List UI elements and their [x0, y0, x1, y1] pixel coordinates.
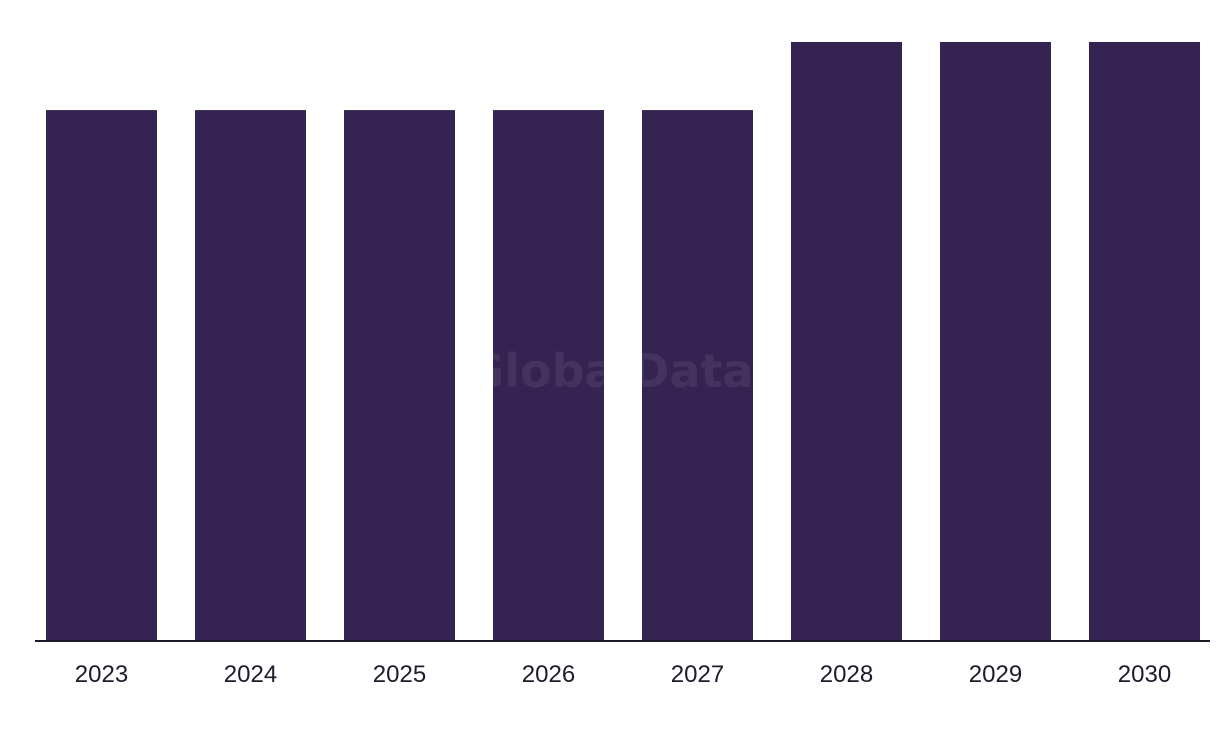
x-tick-label-2028: 2028: [820, 661, 873, 688]
x-tick-label-2024: 2024: [224, 661, 277, 688]
bar-2030: [1089, 42, 1200, 641]
watermark: GlobalData: [466, 344, 753, 398]
bar-2024: [195, 110, 306, 642]
x-tick-label-2023: 2023: [75, 661, 128, 688]
x-tick-label-2026: 2026: [522, 661, 575, 688]
x-tick-label-2029: 2029: [969, 661, 1022, 688]
x-tick-label-2025: 2025: [373, 661, 426, 688]
bar-2029: [940, 42, 1051, 641]
bar-2028: [791, 42, 902, 641]
bar-2025: [344, 110, 455, 642]
bar-2026: [493, 110, 604, 642]
x-tick-labels: 2023 2024 2025 2026 2027 2028 2029 2030: [75, 661, 1171, 688]
x-tick-label-2027: 2027: [671, 661, 724, 688]
bars-group: [46, 42, 1200, 642]
x-tick-label-2030: 2030: [1118, 661, 1171, 688]
bar-2023: [46, 110, 157, 642]
bar-2027: [642, 110, 753, 642]
